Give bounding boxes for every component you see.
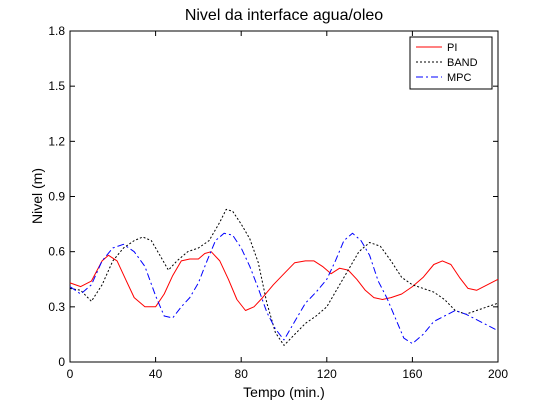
series-layer: [69, 208, 499, 346]
x-tick-label: 160: [402, 367, 422, 381]
legend-items: PI BAND MPC: [416, 42, 478, 84]
y-tick-label: 1.8: [48, 24, 65, 38]
series-line-pi: [69, 251, 499, 311]
x-tick-label: 200: [488, 367, 508, 381]
y-tick-label: 0.6: [48, 245, 65, 259]
x-tick-label: 40: [149, 367, 163, 381]
y-tick-label: 0.3: [48, 300, 65, 314]
legend: PI BAND MPC: [409, 36, 493, 90]
y-axis-label: Nivel (m): [29, 168, 45, 224]
x-axis-ticks: 0 40 80 120 160 200: [67, 31, 508, 381]
x-tick-label: 120: [317, 367, 337, 381]
x-axis-label: Tempo (min.): [243, 384, 325, 400]
series-line-mpc: [69, 232, 499, 345]
series-line-band: [69, 208, 499, 346]
y-axis-ticks: 0 0.3 0.6 0.9 1.2 1.5 1.8: [48, 24, 498, 369]
legend-label-band: BAND: [447, 57, 478, 69]
legend-label-mpc: MPC: [447, 72, 472, 84]
legend-label-pi: PI: [447, 42, 457, 54]
y-tick-label: 1.2: [48, 134, 65, 148]
legend-box: [409, 36, 493, 90]
y-tick-label: 0: [58, 355, 65, 369]
y-tick-label: 1.5: [48, 79, 65, 93]
y-tick-label: 0.9: [48, 190, 65, 204]
x-tick-label: 80: [235, 367, 249, 381]
chart-title: Nivel da interface agua/oleo: [185, 7, 383, 24]
x-tick-label: 0: [67, 367, 74, 381]
